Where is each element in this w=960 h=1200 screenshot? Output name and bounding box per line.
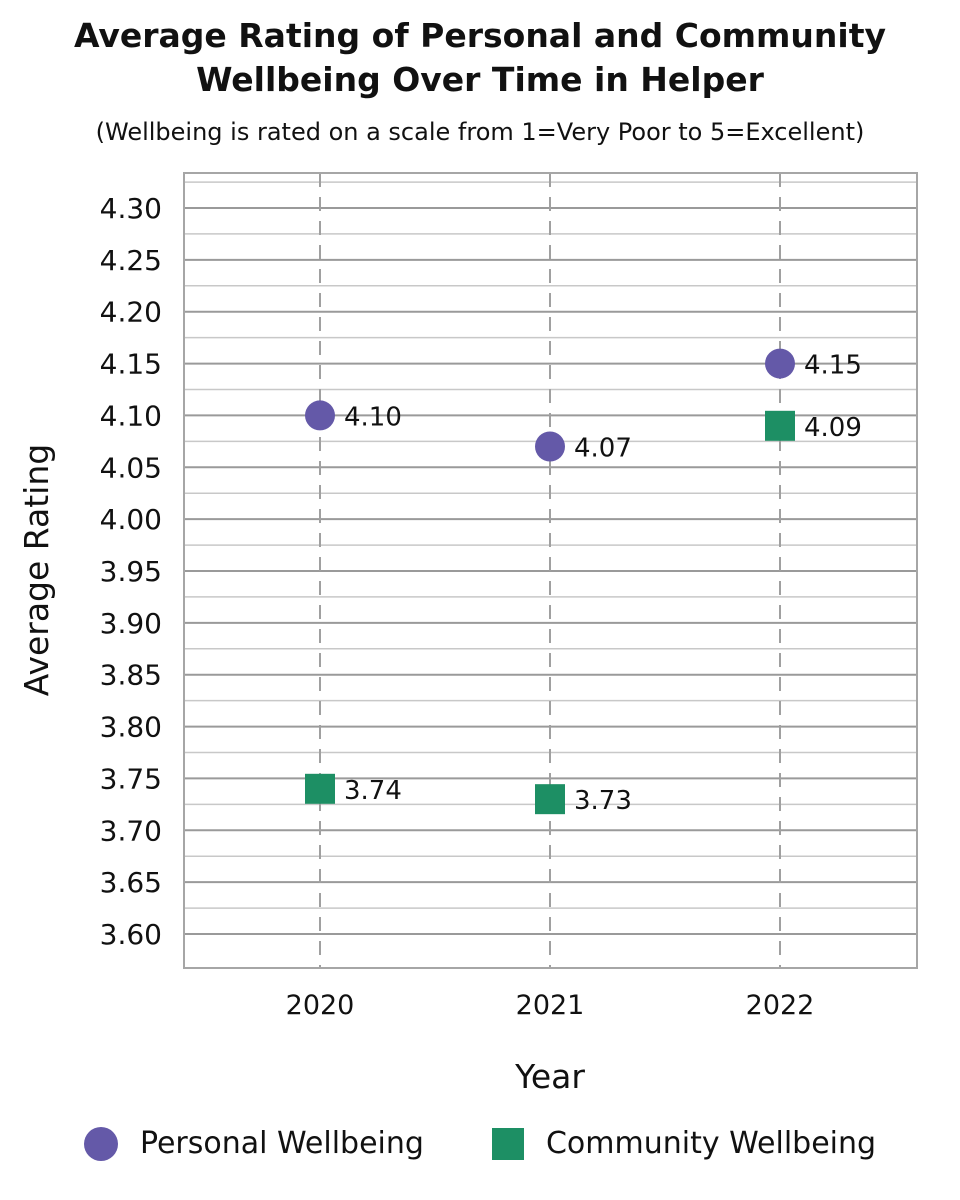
chart-subtitle: (Wellbeing is rated on a scale from 1=Ve…: [95, 118, 865, 146]
data-label-community-2020: 3.74: [344, 776, 402, 806]
y-tick-label: 3.85: [100, 659, 162, 692]
y-tick-label: 3.65: [100, 866, 162, 899]
plot-frame: [183, 172, 918, 969]
x-tick-label: 2022: [746, 990, 815, 1021]
point-personal-wellbeing-2021: [535, 431, 565, 462]
x-tick-label: 2021: [516, 990, 585, 1021]
y-tick-label: 4.20: [100, 296, 162, 329]
legend-label-personal: Personal Wellbeing: [139, 1126, 424, 1161]
y-tick-label: 4.00: [100, 503, 162, 536]
y-tick-label: 3.70: [100, 814, 162, 847]
data-label-personal-2021: 4.07: [574, 434, 632, 464]
chart-title-text: Average Rating of Personal and Community…: [73, 16, 886, 99]
data-label-community-2021: 3.73: [574, 786, 632, 816]
legend-label-community: Community Wellbeing: [545, 1126, 877, 1161]
legend: Personal Wellbeing Community Wellbeing: [0, 1126, 960, 1161]
grid-layer: [184, 173, 917, 968]
y-tick-label: 3.95: [100, 555, 162, 588]
data-label-personal-2020: 4.10: [344, 402, 402, 432]
y-tick-label: 4.10: [100, 399, 162, 432]
y-tick-label: 3.75: [100, 762, 162, 795]
data-label-personal-2022: 4.15: [804, 351, 862, 381]
point-personal-wellbeing-2022: [765, 348, 795, 379]
x-axis-label: Year: [514, 1057, 585, 1096]
legend-marker-community: [491, 1127, 524, 1160]
data-label-community-2022: 4.09: [804, 413, 862, 443]
point-personal-wellbeing-2020: [305, 400, 335, 431]
legend-item-personal[interactable]: Personal Wellbeing: [83, 1126, 424, 1161]
y-tick-label: 4.15: [100, 348, 162, 381]
point-community-wellbeing-2021: [535, 784, 565, 815]
y-tick-label: 4.25: [100, 244, 162, 277]
data-labels: 4.10 4.07 4.15 3.74 3.73 4.09: [344, 351, 862, 817]
point-community-wellbeing-2020: [305, 773, 335, 804]
point-community-wellbeing-2022: [765, 410, 795, 441]
x-tick-label: 2020: [286, 990, 355, 1021]
legend-marker-personal: [83, 1126, 118, 1161]
chart-title: Average Rating of Personal and Community…: [0, 14, 960, 102]
y-tick-label: 3.80: [100, 711, 162, 744]
data-points: [305, 348, 795, 815]
y-tick-labels: 4.30 4.25 4.20 4.15 4.10 4.05 4.00 3.95 3.90 3.85…: [100, 192, 162, 951]
chart-plot: 4.30 4.25 4.20 4.15 4.10 4.05 4.00 3.95 3.90 3.85…: [17, 172, 918, 1096]
y-tick-label: 3.60: [100, 918, 162, 951]
x-tick-labels: 2020 2021 2022: [286, 990, 815, 1021]
legend-item-community[interactable]: Community Wellbeing: [491, 1126, 877, 1161]
y-tick-label: 3.90: [100, 607, 162, 640]
y-tick-label: 4.05: [100, 451, 162, 484]
y-tick-label: 4.30: [100, 192, 162, 225]
y-axis-label: Average Rating: [17, 444, 56, 696]
